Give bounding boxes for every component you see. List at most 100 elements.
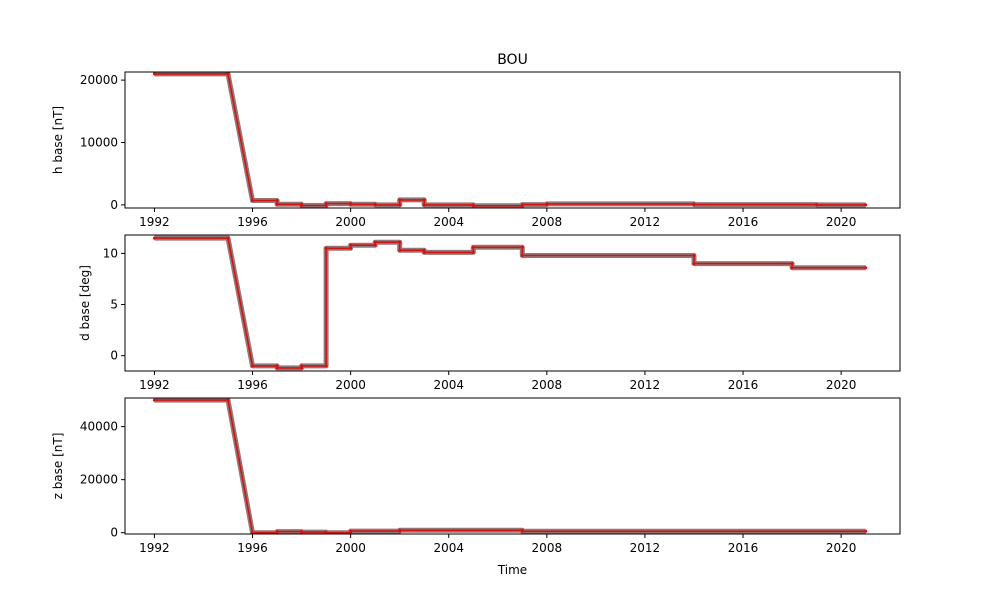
series-line	[154, 73, 866, 207]
data-point	[692, 262, 696, 266]
data-point	[422, 198, 426, 202]
data-point	[152, 398, 156, 402]
data-point	[692, 203, 696, 207]
data-point	[251, 531, 254, 534]
data-point	[349, 202, 353, 206]
data-point	[152, 72, 156, 76]
x-tick-label: 2016	[728, 378, 759, 392]
data-point	[790, 266, 794, 270]
data-point	[300, 364, 304, 368]
x-tick-label: 1996	[237, 378, 268, 392]
h-base-y-axis-label: h base [nT]	[51, 106, 65, 174]
x-tick-label: 2000	[335, 215, 366, 229]
data-point	[373, 243, 377, 247]
d-base-panel: 1992 1996 2000 2004 2008 2012 2016 2020 0 5 10 d b…	[78, 234, 901, 392]
data-point	[226, 398, 230, 402]
x-tick-label: 2012	[630, 541, 661, 555]
data-point	[373, 240, 377, 244]
x-tick-label: 1996	[237, 541, 268, 555]
data-point	[692, 254, 696, 257]
data-point	[471, 250, 475, 254]
y-tick-label: 20000	[80, 473, 118, 487]
data-point	[864, 266, 868, 270]
x-tick-label: 2008	[532, 378, 563, 392]
data-point	[226, 236, 230, 240]
data-point	[300, 204, 304, 207]
data-point	[275, 530, 279, 534]
data-point	[324, 364, 328, 368]
x-tick-label: 2008	[532, 541, 563, 555]
x-tick-label: 2004	[433, 215, 464, 229]
h-base-plot-area: 1992 1996 2000 2004 2008 2012 2016 2020 0 10000 20…	[80, 71, 901, 229]
d-base-plot-area: 1992 1996 2000 2004 2008 2012 2016 2020 0 5 10	[103, 234, 901, 392]
series-line	[154, 237, 866, 369]
data-point	[471, 245, 475, 249]
data-point	[864, 203, 868, 207]
x-tick-label: 2020	[826, 378, 857, 392]
series-group	[152, 72, 868, 208]
x-tick-label: 1996	[237, 215, 268, 229]
data-point	[790, 262, 794, 266]
data-point	[398, 198, 402, 202]
d-base-y-axis-label: d base [deg]	[78, 265, 92, 341]
data-point	[520, 254, 524, 257]
data-point	[398, 240, 402, 244]
series-group	[152, 398, 868, 534]
z-base-plot-area: 1992 1996 2000 2004 2008 2012 2016 2020 0 20000 40…	[80, 397, 901, 555]
x-tick-label: 2000	[335, 378, 366, 392]
data-point	[300, 530, 304, 534]
x-tick-label: 2020	[826, 541, 857, 555]
data-point	[324, 246, 328, 250]
axes-frame	[124, 397, 901, 535]
x-tick-label: 2012	[630, 215, 661, 229]
data-point	[545, 202, 549, 206]
x-tick-label: 2016	[728, 215, 759, 229]
y-tick-label: 0	[110, 198, 118, 212]
data-point	[520, 529, 524, 533]
data-point	[471, 204, 475, 208]
data-point	[275, 366, 279, 370]
h-base-panel: BOU 1992 1996 2000 2004 2008 2012 2016 2020 0 100…	[51, 52, 901, 229]
y-tick-label: 40000	[80, 420, 118, 434]
x-tick-label: 2008	[532, 215, 563, 229]
data-point	[398, 203, 402, 207]
data-point	[349, 529, 353, 533]
data-point	[422, 250, 426, 254]
data-point	[520, 203, 524, 207]
data-point	[349, 243, 353, 247]
y-tick-label: 0	[110, 349, 118, 363]
data-point	[324, 531, 328, 534]
z-base-y-axis-label: z base [nT]	[51, 433, 65, 500]
x-tick-label: 2012	[630, 378, 661, 392]
data-point	[324, 202, 328, 206]
x-axis-label: Time	[497, 563, 527, 577]
data-point	[152, 236, 156, 240]
axes-frame	[124, 234, 901, 372]
data-point	[251, 364, 254, 368]
x-tick-label: 2020	[826, 215, 857, 229]
x-tick-label: 1992	[139, 541, 170, 555]
data-point	[422, 248, 426, 252]
data-point	[422, 203, 426, 207]
data-point	[373, 203, 377, 207]
y-tick-label: 10	[103, 246, 118, 260]
data-point	[251, 199, 254, 202]
y-tick-label: 5	[110, 298, 118, 312]
x-tick-label: 1992	[139, 215, 170, 229]
data-point	[275, 202, 279, 206]
data-point	[520, 245, 524, 249]
y-tick-label: 20000	[80, 73, 118, 87]
y-tick-label: 0	[110, 526, 118, 540]
x-tick-label: 2000	[335, 541, 366, 555]
data-point	[864, 529, 868, 533]
z-base-panel: 1992 1996 2000 2004 2008 2012 2016 2020 0 20000 40…	[51, 397, 901, 577]
y-tick-label: 10000	[80, 135, 118, 149]
data-point	[398, 528, 402, 532]
chart-title: BOU	[497, 52, 528, 68]
data-point	[815, 203, 819, 207]
x-tick-label: 2004	[433, 541, 464, 555]
data-point	[226, 72, 230, 76]
x-tick-label: 1992	[139, 378, 170, 392]
